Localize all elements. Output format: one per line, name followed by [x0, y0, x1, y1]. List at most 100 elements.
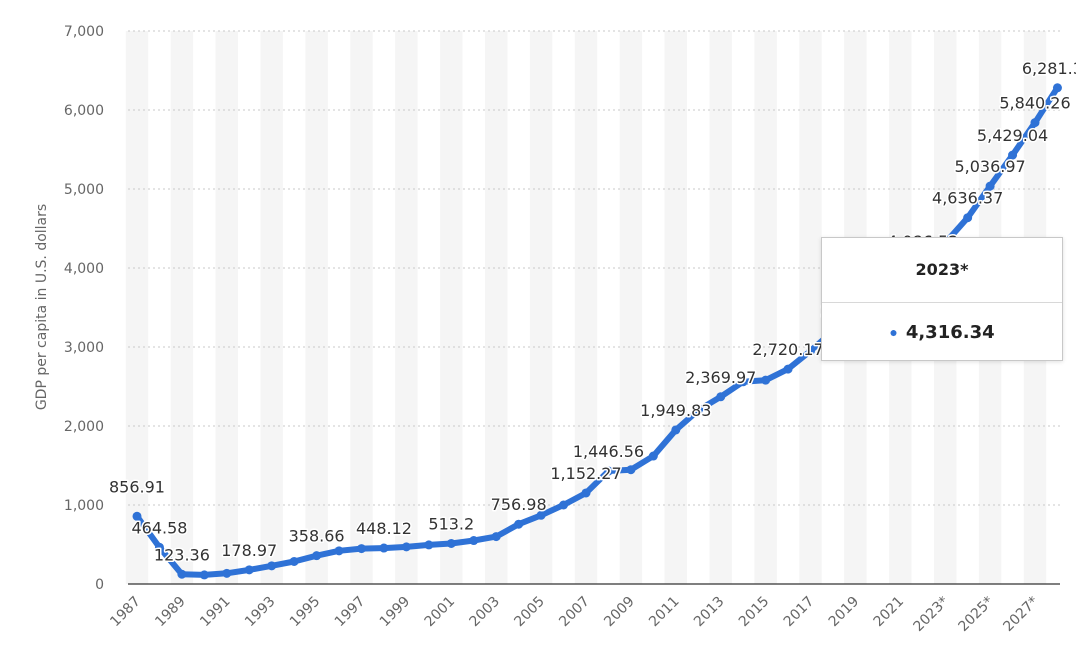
- data-point: [401, 542, 411, 552]
- x-tick-label: 1999: [377, 594, 414, 631]
- data-point: [244, 565, 254, 575]
- data-point: [334, 546, 344, 556]
- background-band: [754, 31, 777, 584]
- series-dot-icon: ●: [889, 324, 898, 340]
- x-tick-label: 2003: [467, 594, 504, 631]
- x-tick-label: 2017: [781, 594, 818, 631]
- data-label: 2,720.17: [752, 340, 823, 359]
- x-tick-label: 2011: [646, 594, 683, 631]
- data-label: 5,429.04: [977, 126, 1048, 145]
- data-label: 448.12: [356, 519, 412, 538]
- data-point: [716, 392, 726, 402]
- data-point: [738, 377, 748, 387]
- background-band: [260, 31, 283, 584]
- data-point: [783, 364, 793, 374]
- background-band: [305, 31, 328, 584]
- background-band: [215, 31, 239, 584]
- background-band: [440, 31, 463, 584]
- background-band: [484, 31, 508, 584]
- data-point: [1052, 83, 1062, 93]
- data-label: 178.97: [221, 541, 277, 560]
- x-tick-label: 2021: [871, 594, 908, 631]
- data-point: [806, 346, 815, 356]
- x-tick-label: 2009: [601, 594, 638, 631]
- data-point: [446, 538, 456, 548]
- data-label: 5,840.26: [999, 94, 1070, 113]
- data-point: [985, 181, 995, 191]
- data-point: [177, 569, 187, 579]
- x-tick-label: 2027*: [1000, 594, 1041, 635]
- data-label: 123.36: [154, 545, 210, 564]
- data-label: 1,949.83: [640, 401, 711, 420]
- data-point: [424, 540, 434, 550]
- data-label: 6,281.35: [1022, 59, 1076, 78]
- background-band: [350, 31, 373, 584]
- y-tick-label: 7,000: [64, 24, 104, 40]
- x-axis-ticks: 1987 1989 1991 1993 1995 1997 1999 2001 2003 2005…: [107, 594, 1042, 635]
- tooltip-value: 4,316.34: [905, 321, 995, 343]
- tooltip-body: ● 4,316.34: [822, 303, 1062, 361]
- x-tick-label: 1987: [107, 594, 144, 631]
- background-band: [395, 31, 418, 584]
- x-tick-label: 1991: [197, 594, 234, 631]
- background-band: [170, 31, 194, 584]
- tooltip: 2023* ● 4,316.34: [821, 237, 1063, 361]
- x-tick-label: 2015: [736, 594, 773, 631]
- x-tick-label: 2013: [691, 594, 728, 631]
- x-tick-label: 2023*: [911, 594, 952, 635]
- data-point: [761, 375, 771, 385]
- y-tick-label: 4,000: [64, 261, 104, 277]
- data-label: 358.66: [289, 527, 345, 546]
- x-tick-label: 2019: [826, 594, 863, 631]
- y-axis-label: GDP per capita in U.S. dollars: [34, 204, 50, 410]
- x-tick-label: 1989: [152, 594, 189, 631]
- data-point: [267, 561, 277, 571]
- background-band: [799, 31, 822, 584]
- background-band: [125, 31, 149, 584]
- data-point: [648, 451, 658, 461]
- y-tick-label: 3,000: [64, 340, 104, 356]
- x-tick-label: 2005: [511, 594, 548, 631]
- data-point: [693, 405, 703, 415]
- data-point: [312, 551, 322, 561]
- data-label: 4,636.37: [932, 189, 1003, 208]
- background-band: [664, 31, 688, 584]
- data-point: [963, 213, 973, 223]
- y-tick-label: 5,000: [64, 182, 104, 198]
- x-tick-label: 1995: [287, 594, 324, 631]
- data-point: [222, 568, 232, 578]
- data-point: [559, 500, 569, 510]
- data-point: [1008, 150, 1018, 160]
- data-label: 2,369.97: [685, 368, 756, 387]
- data-labels: 856.91 464.58 123.36 178.97 358.66 448.12 513.…: [108, 57, 1076, 565]
- data-label: 464.58: [131, 518, 187, 537]
- data-point: [603, 466, 613, 476]
- background-band: [574, 31, 598, 584]
- data-label: 756.98: [491, 495, 547, 514]
- data-point: [581, 488, 591, 498]
- tooltip-title: 2023*: [822, 238, 1062, 303]
- x-tick-label: 2001: [422, 594, 459, 631]
- x-tick-label: 2007: [556, 594, 593, 631]
- data-point: [514, 519, 524, 529]
- y-axis-ticks: 0 1,000 2,000 3,000 4,000 5,000 6,000 7,000: [64, 24, 104, 593]
- data-point: [1030, 118, 1040, 128]
- x-tick-label: 2025*: [955, 594, 996, 635]
- data-point: [379, 543, 389, 553]
- data-point: [357, 544, 366, 554]
- background-band: [709, 31, 732, 584]
- background-bands: [125, 31, 1047, 584]
- y-tick-label: 2,000: [64, 419, 104, 435]
- data-point: [199, 570, 209, 580]
- x-tick-label: 1997: [332, 594, 369, 631]
- x-tick-label: 1993: [242, 594, 279, 631]
- data-label: 1,446.56: [573, 442, 644, 461]
- data-point: [154, 542, 164, 552]
- y-tick-label: 1,000: [64, 498, 104, 514]
- data-label: 5,036.97: [954, 157, 1025, 176]
- y-tick-label: 6,000: [64, 103, 104, 119]
- background-band: [529, 31, 553, 584]
- data-point: [671, 425, 681, 435]
- data-label: 513.2: [428, 514, 474, 533]
